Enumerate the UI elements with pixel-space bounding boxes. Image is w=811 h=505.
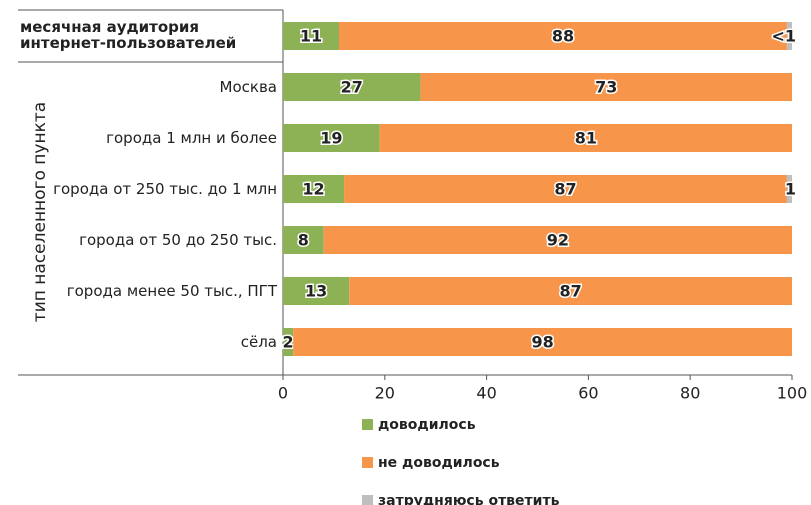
legend-label: затрудняюсь ответить xyxy=(378,493,560,505)
legend-swatch xyxy=(362,495,373,505)
y-tick-label: месячная аудитория интернет-пользователе… xyxy=(20,18,237,52)
bar-segment xyxy=(323,226,792,254)
y-tick-label: сёла xyxy=(240,333,277,351)
bar-segment xyxy=(283,328,294,356)
y-tick-label: города 1 млн и более xyxy=(106,129,277,147)
value-label: 73 xyxy=(595,78,617,97)
value-label: 98 xyxy=(531,333,553,352)
bar-segment xyxy=(283,73,421,101)
y-tick-label: города от 50 до 250 тыс. xyxy=(79,231,277,249)
value-label: 19 xyxy=(320,129,342,148)
value-label: 8 xyxy=(298,231,309,250)
bar-segment xyxy=(338,22,787,50)
x-tick-label: 100 xyxy=(777,384,808,403)
value-label: 27 xyxy=(341,78,363,97)
legend-label: не доводилось xyxy=(378,455,500,471)
bar-segment xyxy=(344,175,787,203)
value-label: 11 xyxy=(300,27,322,46)
y-tick-label: Москва xyxy=(219,78,277,96)
value-label: 1 xyxy=(785,180,796,199)
x-tick-label: 40 xyxy=(476,384,496,403)
bar-segment xyxy=(283,22,339,50)
bar-segment xyxy=(283,226,324,254)
legend-swatch xyxy=(362,457,373,468)
x-tick-label: 20 xyxy=(375,384,395,403)
value-label: 12 xyxy=(302,180,324,199)
legend-swatch xyxy=(362,419,373,430)
value-label: 88 xyxy=(552,27,574,46)
x-tick-label: 60 xyxy=(578,384,598,403)
y-axis-title: тип населенного пункта xyxy=(30,102,50,322)
legend-label: доводилось xyxy=(378,417,476,433)
value-label: 81 xyxy=(575,129,597,148)
value-label: 2 xyxy=(283,333,294,352)
bar-segment xyxy=(283,277,350,305)
bar-segment xyxy=(283,175,345,203)
bar-segment xyxy=(786,175,792,203)
value-label: 87 xyxy=(559,282,581,301)
bar-segment xyxy=(283,124,380,152)
bar-segment xyxy=(420,73,792,101)
value-label: 87 xyxy=(554,180,576,199)
value-label: 92 xyxy=(547,231,569,250)
x-tick-label: 0 xyxy=(278,384,288,403)
bar-segment xyxy=(293,328,792,356)
value-label: 13 xyxy=(305,282,327,301)
value-label: <1 xyxy=(771,27,796,46)
bar-segment xyxy=(349,277,792,305)
y-tick-label: города менее 50 тыс., ПГТ xyxy=(66,282,277,300)
y-tick-label: города от 250 тыс. до 1 млн xyxy=(53,180,277,198)
x-tick-label: 80 xyxy=(680,384,700,403)
bar-segment xyxy=(786,22,792,50)
bar-segment xyxy=(379,124,792,152)
